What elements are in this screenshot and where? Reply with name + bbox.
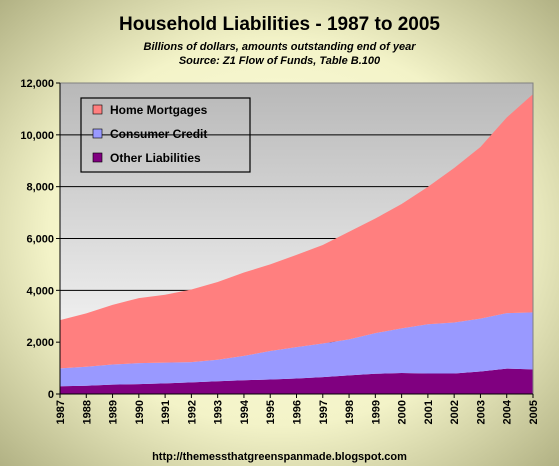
y-tick-label-4: 8,000 xyxy=(26,182,54,194)
legend-swatch-other-liabilities xyxy=(92,152,103,163)
area-consumer-credit xyxy=(60,312,533,387)
x-tick-label-1994: 1994 xyxy=(239,399,251,424)
chart-footer-url: http://themessthatgreenspanmade.blogspot… xyxy=(152,451,407,463)
x-tick-label-1998: 1998 xyxy=(344,400,356,424)
x-tick-label-1988: 1988 xyxy=(81,400,93,424)
y-tick-label-6: 12,000 xyxy=(20,78,54,90)
x-tick-label-2000: 2000 xyxy=(397,400,409,424)
legend-swatch-consumer-credit xyxy=(92,128,103,139)
legend-label-other-liabilities: Other Liabilities xyxy=(110,151,201,165)
x-tick-label-1997: 1997 xyxy=(318,400,330,424)
legend: Home Mortgages Consumer Credit Other Lia… xyxy=(80,97,251,173)
area-home-mortgages xyxy=(60,94,533,369)
chart-subtitle-line-1: Billions of dollars, amounts outstanding… xyxy=(144,41,417,53)
x-tick-label-1989: 1989 xyxy=(108,400,120,424)
x-tick-label-1995: 1995 xyxy=(265,400,277,424)
legend-label-home-mortgages: Home Mortgages xyxy=(110,103,208,117)
x-tick-label-2004: 2004 xyxy=(502,399,514,424)
y-tick-label-1: 2,000 xyxy=(26,337,54,349)
y-axis-tick-labels: 0 2,000 4,000 6,000 8,000 10,000 12,000 xyxy=(20,78,54,401)
y-tick-label-3: 6,000 xyxy=(26,234,54,246)
x-tick-label-1990: 1990 xyxy=(134,400,146,424)
x-tick-label-1991: 1991 xyxy=(160,400,172,424)
x-tick-label-1992: 1992 xyxy=(186,400,198,424)
legend-swatch-home-mortgages xyxy=(92,104,103,115)
x-tick-label-2005: 2005 xyxy=(528,400,540,424)
x-tick-label-1993: 1993 xyxy=(213,400,225,424)
x-tick-label-1987: 1987 xyxy=(55,400,67,424)
x-tick-label-2003: 2003 xyxy=(475,400,487,424)
axes xyxy=(56,82,534,398)
chart-subtitle-line-2: Source: Z1 Flow of Funds, Table B.100 xyxy=(179,55,381,67)
chart-title: Household Liabilities - 1987 to 2005 xyxy=(119,14,440,35)
y-tick-label-2: 4,000 xyxy=(26,285,54,297)
x-tick-label-2002: 2002 xyxy=(449,400,461,424)
area-series xyxy=(60,94,533,394)
x-tick-label-1999: 1999 xyxy=(370,400,382,424)
legend-label-consumer-credit: Consumer Credit xyxy=(110,127,207,141)
x-tick-label-1996: 1996 xyxy=(292,400,304,424)
x-axis-tick-labels: 1987 1988 1989 1990 1991 1992 1993 1994 1995 1996… xyxy=(55,399,540,424)
y-tick-label-5: 10,000 xyxy=(20,130,54,142)
x-tick-label-2001: 2001 xyxy=(423,400,435,424)
y-tick-label-0: 0 xyxy=(48,389,54,401)
legend-box xyxy=(80,97,251,173)
area-other-liabilities xyxy=(60,368,533,394)
